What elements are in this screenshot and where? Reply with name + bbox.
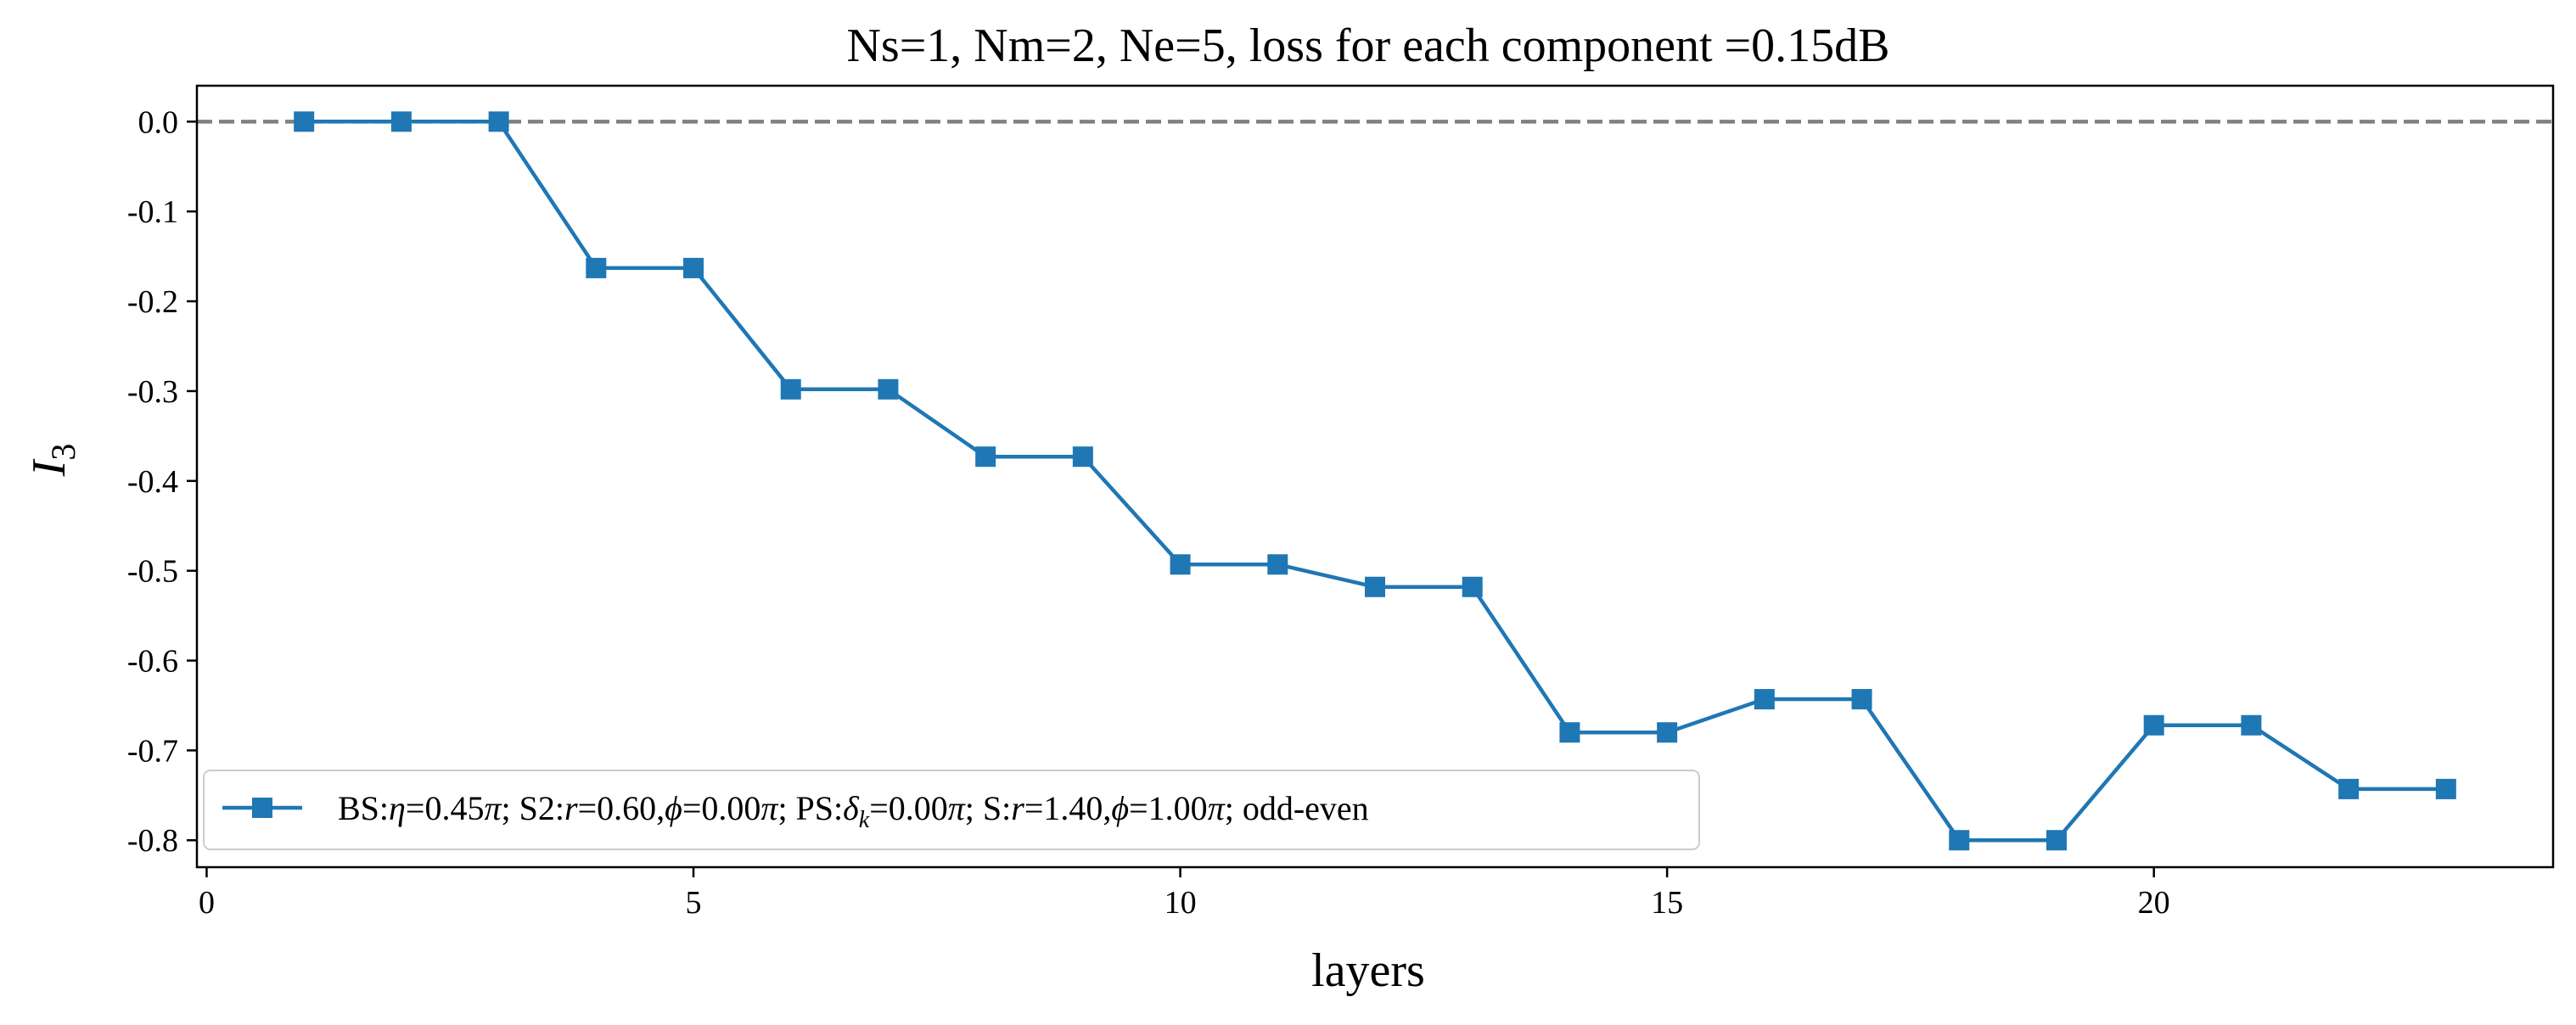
legend-text-part: r (564, 789, 578, 827)
data-point (2338, 778, 2360, 799)
data-point (2241, 714, 2262, 736)
data-point (1657, 722, 1678, 743)
svg-text:I3: I3 (23, 444, 82, 478)
x-tick-label: 15 (1651, 885, 1683, 921)
legend-text-part: ; S2: (502, 789, 564, 827)
legend-text-part: ϕ (665, 789, 682, 827)
y-axis-ticks: 0.0 -0.1 -0.2 -0.3 -0.4 -0.5 -0.6 -0.7 -0.8 (127, 104, 197, 859)
legend-text-part: =0.00 (682, 789, 761, 827)
x-axis-ticks: 0 5 10 15 20 (199, 867, 2170, 921)
y-tick-label: -0.4 (127, 464, 178, 500)
y-tick-label: -0.8 (127, 823, 178, 859)
data-point (1559, 722, 1580, 743)
y-tick-label: 0.0 (138, 104, 179, 140)
y-axis-label-subscript: 3 (44, 444, 82, 461)
y-tick-label: -0.5 (127, 554, 178, 590)
data-point (780, 378, 801, 400)
x-tick-label: 20 (2138, 885, 2170, 921)
data-point (1365, 576, 1385, 597)
legend: BS:η=0.45π; S2:r=0.60,ϕ=0.00π; PS:δk=0.0… (203, 770, 1700, 850)
legend-text-part: π (1208, 789, 1226, 827)
data-point (390, 111, 412, 132)
data-point (1949, 830, 1970, 851)
x-tick-label: 5 (686, 885, 702, 921)
plot-area (195, 84, 2555, 869)
legend-text-part: r (1011, 789, 1024, 827)
legend-text-part: BS: (338, 789, 389, 827)
data-point (1462, 576, 1483, 597)
data-point (1754, 689, 1775, 710)
legend-marker-swatch (252, 798, 272, 818)
chart-title: Ns=1, Nm=2, Ne=5, loss for each componen… (846, 20, 1889, 72)
y-tick-label: -0.7 (127, 733, 178, 769)
plot-frame (195, 84, 2555, 869)
legend-text-part: π (760, 789, 778, 827)
legend-text-part: ; S: (965, 789, 1011, 827)
legend-text-part: =0.60, (578, 789, 665, 827)
legend-text-part: =0.45 (406, 789, 485, 827)
y-tick-label: -0.2 (127, 284, 178, 320)
x-axis-label: layers (1311, 944, 1425, 997)
legend-text-part: π (484, 789, 502, 827)
data-point (586, 257, 607, 278)
data-point (2435, 778, 2456, 799)
data-point (2143, 714, 2164, 736)
data-point (294, 111, 315, 132)
legend-text-part: δ (843, 789, 860, 827)
y-tick-label: -0.6 (127, 644, 178, 680)
legend-text-part: ; PS: (777, 789, 843, 827)
series-layer (294, 111, 2456, 851)
y-axis-label-main: I (23, 458, 76, 477)
data-point (683, 257, 704, 278)
data-point (1267, 554, 1288, 575)
legend-text-part: π (948, 789, 966, 827)
x-tick-label: 10 (1165, 885, 1197, 921)
legend-entry-label: BS:η=0.45π; S2:r=0.60,ϕ=0.00π; PS:δk=0.0… (338, 789, 1369, 833)
legend-text-part: k (859, 807, 870, 833)
legend-text-part: =0.00 (869, 789, 948, 827)
data-point (488, 111, 509, 132)
legend-text-part: ; odd-even (1225, 789, 1369, 827)
data-point (2046, 830, 2067, 851)
data-point (878, 378, 899, 400)
legend-text-part: =1.40, (1024, 789, 1112, 827)
y-axis-label: I3 (23, 444, 82, 478)
y-tick-label: -0.3 (127, 374, 178, 410)
legend-box (203, 770, 1700, 850)
data-point (1170, 554, 1191, 575)
data-point (975, 446, 996, 468)
y-tick-label: -0.1 (127, 194, 178, 230)
legend-text-part: η (389, 789, 406, 827)
legend-text-part: =1.00 (1129, 789, 1208, 827)
x-tick-label: 0 (199, 885, 215, 921)
legend-text-part: ϕ (1111, 789, 1129, 827)
data-point (1851, 689, 1872, 710)
data-point (1072, 446, 1093, 468)
